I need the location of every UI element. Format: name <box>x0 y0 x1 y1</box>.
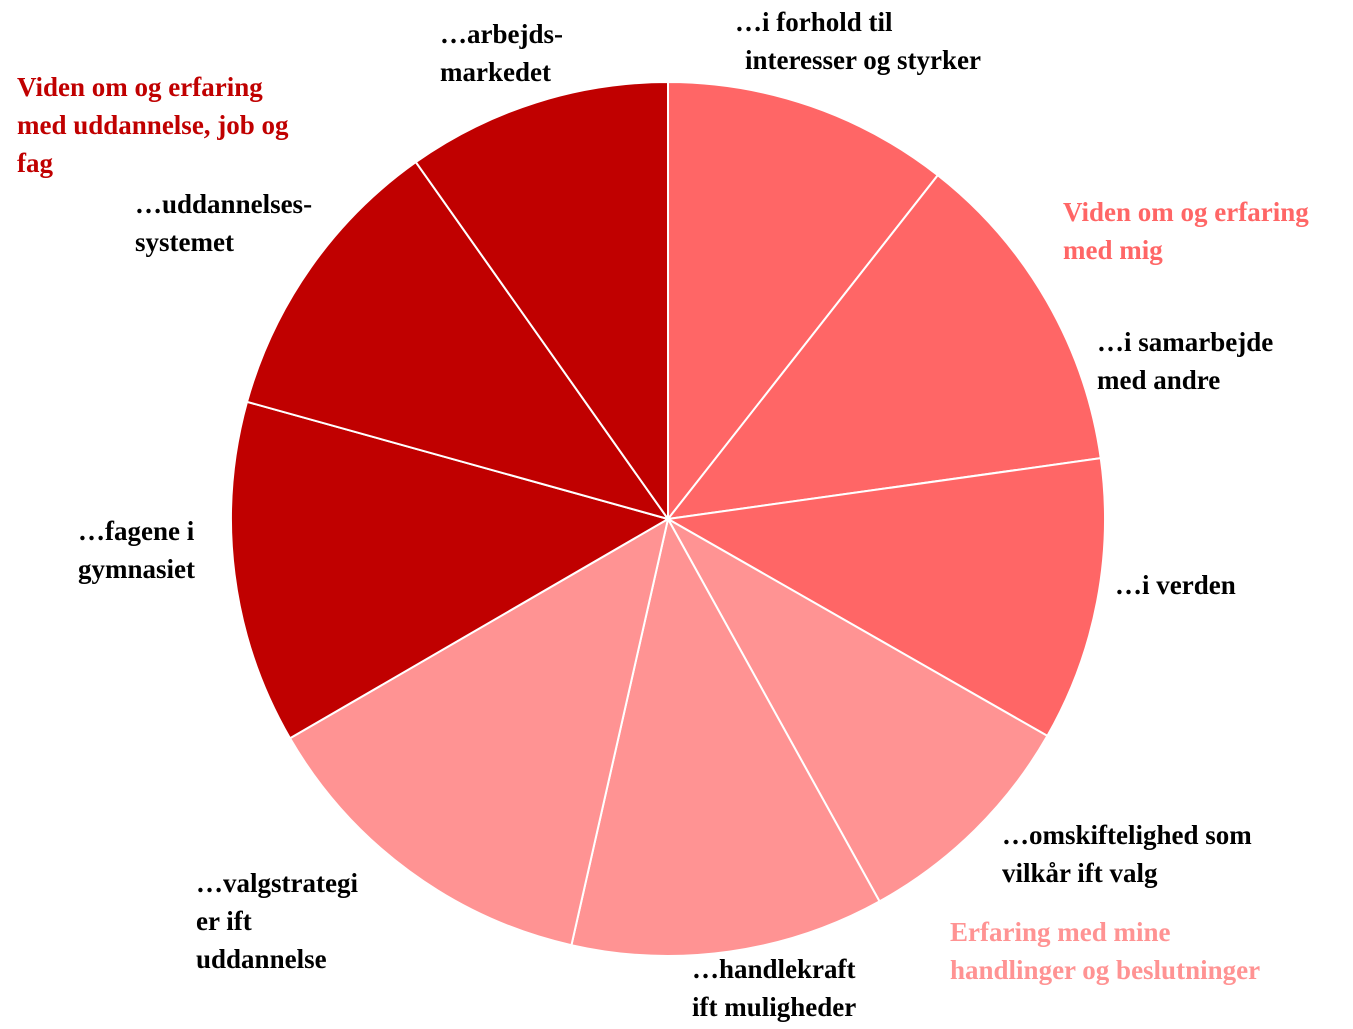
group-label: med mig <box>1063 235 1163 265</box>
group-label: fag <box>17 148 53 178</box>
slice-label: markedet <box>440 57 551 87</box>
slice-label: vilkår ift valg <box>1002 858 1158 888</box>
slice-label: systemet <box>135 227 234 257</box>
slice-label: …uddannelses- <box>135 189 312 219</box>
group-label: handlinger og beslutninger <box>950 955 1260 985</box>
group-label: Viden om og erfaring <box>17 72 263 102</box>
slice-label: interesser og styrker <box>745 45 981 75</box>
pie-slice <box>667 80 940 522</box>
pie-slice <box>665 516 1049 903</box>
slice-label: …valgstrategi <box>196 868 358 898</box>
group-label: med uddannelse, job og <box>17 110 289 140</box>
pie-slice <box>665 173 1102 521</box>
pie-slice <box>245 160 671 521</box>
group-label: Viden om og erfaring <box>1063 197 1309 227</box>
pie-slice <box>288 516 670 947</box>
pie-slice <box>570 516 881 957</box>
slice-label: uddannelse <box>196 944 327 974</box>
slice-label: …i samarbejde <box>1097 327 1273 357</box>
slice-label: ift muligheder <box>692 992 856 1022</box>
slice-label: med andre <box>1097 365 1220 395</box>
slice-label: …handlekraft <box>692 954 856 984</box>
slice-label: …arbejds- <box>440 19 563 49</box>
slice-label: …i forhold til <box>735 7 893 37</box>
slice-label: …i verden <box>1115 570 1236 600</box>
group-label: Erfaring med mine <box>950 917 1170 947</box>
pie-slice <box>664 457 1106 738</box>
slice-label: …fagene i <box>78 516 195 546</box>
pie-slice <box>414 80 669 523</box>
slice-label: gymnasiet <box>78 554 195 584</box>
slice-label: …omskiftelighed som <box>1002 820 1252 850</box>
pie-slice <box>230 400 671 740</box>
slice-label: er ift <box>196 906 252 936</box>
